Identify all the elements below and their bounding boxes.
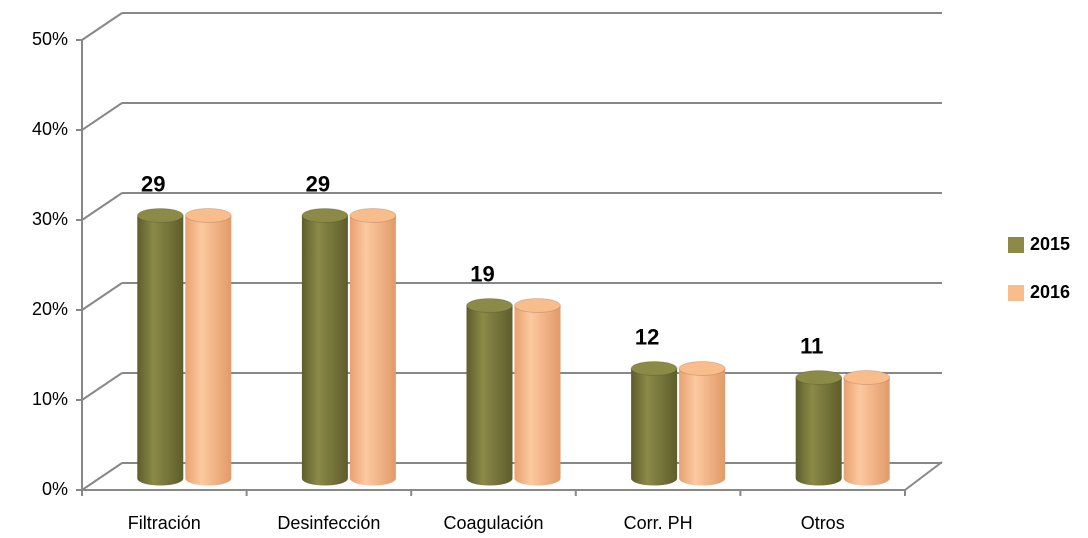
- bar-top: [349, 208, 397, 223]
- data-label: 29: [141, 171, 165, 196]
- y-tick-label: 40%: [32, 119, 68, 139]
- legend-swatch: [1008, 237, 1024, 253]
- grid-line: [81, 12, 123, 41]
- data-label: 12: [635, 324, 659, 349]
- bar: [631, 368, 678, 486]
- data-label: 11: [800, 333, 823, 358]
- grid-line: [81, 282, 123, 311]
- grid-line: [81, 192, 123, 221]
- bar: [349, 215, 396, 486]
- bar: [679, 368, 726, 486]
- x-tick-label: Desinfección: [277, 513, 380, 533]
- y-tick-label: 20%: [32, 299, 68, 319]
- bar-top: [136, 208, 184, 223]
- x-tick-label: Corr. PH: [624, 513, 693, 533]
- bar-top: [301, 208, 349, 223]
- y-tick-label: 30%: [32, 209, 68, 229]
- x-tick-label: Filtración: [128, 513, 201, 533]
- legend-label: 2016: [1030, 282, 1070, 302]
- bar-top: [843, 370, 891, 385]
- data-label: 19: [470, 261, 494, 286]
- bar-top: [184, 208, 232, 223]
- bar: [466, 305, 513, 486]
- x-tick-label: Otros: [801, 513, 845, 533]
- bar-top: [630, 361, 678, 376]
- y-tick-label: 0%: [42, 479, 68, 499]
- legend-label: 2015: [1030, 234, 1070, 254]
- data-label: 29: [306, 171, 330, 196]
- grid-line: [81, 372, 123, 401]
- bar: [185, 215, 232, 486]
- bar: [843, 377, 890, 486]
- bar: [301, 215, 348, 486]
- bar-top: [466, 298, 513, 313]
- bar-top: [795, 370, 843, 385]
- x-tick-label: Coagulación: [443, 513, 543, 533]
- grid-line: [81, 102, 123, 131]
- bar-top: [514, 298, 561, 313]
- bar-top: [678, 361, 726, 376]
- bar: [514, 305, 561, 486]
- bar: [795, 377, 842, 486]
- grid-line: [81, 462, 123, 491]
- legend-swatch: [1008, 285, 1024, 301]
- walls: [81, 40, 943, 491]
- bar: [137, 215, 184, 486]
- y-tick-label: 50%: [32, 29, 68, 49]
- y-tick-label: 10%: [32, 389, 68, 409]
